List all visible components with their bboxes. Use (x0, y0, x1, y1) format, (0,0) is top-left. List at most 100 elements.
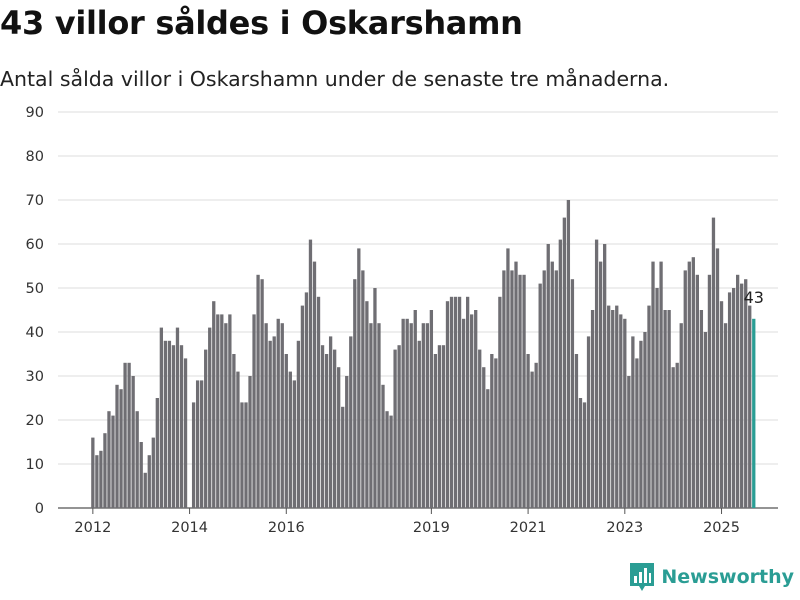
bar (405, 318, 409, 508)
bar (441, 345, 446, 508)
bar (95, 455, 99, 508)
bar (748, 305, 752, 508)
bar (159, 327, 164, 508)
bar (542, 270, 546, 508)
bar (191, 402, 196, 508)
bar (119, 389, 123, 508)
bar (183, 358, 188, 508)
bar (675, 362, 679, 508)
bar (554, 270, 558, 508)
bar (361, 270, 365, 508)
y-tick-label: 30 (26, 369, 44, 385)
bar (256, 274, 260, 508)
bar (578, 398, 583, 508)
bar (288, 371, 292, 508)
bar (582, 402, 587, 508)
bar (107, 411, 111, 508)
bar (550, 261, 554, 508)
bar (204, 349, 208, 508)
bar (268, 340, 272, 508)
bar (212, 301, 216, 508)
data-labels: 43 (744, 288, 764, 307)
x-tick-label: 2021 (510, 520, 547, 536)
bar (731, 288, 736, 508)
bar (482, 367, 486, 508)
bar (457, 296, 462, 508)
bar (647, 305, 651, 508)
bar (655, 288, 659, 508)
bar (546, 244, 550, 508)
bar (663, 310, 667, 508)
bar (594, 239, 599, 508)
brand-logo[interactable]: Newsworthy (629, 562, 794, 592)
bar (619, 314, 623, 508)
bar (449, 296, 454, 508)
bar (687, 261, 691, 508)
bar (236, 371, 240, 508)
bar (320, 345, 325, 508)
y-tick-label: 10 (26, 457, 44, 473)
newsworthy-logo-icon (630, 563, 655, 591)
bar (393, 349, 397, 508)
bar (474, 310, 478, 508)
bar (264, 323, 268, 508)
bar (478, 349, 482, 508)
bar (603, 244, 607, 508)
bar (228, 314, 232, 508)
bar (740, 283, 744, 508)
bar (115, 384, 119, 508)
bar (707, 274, 712, 508)
x-tick-label: 2023 (606, 520, 643, 536)
bar (345, 376, 349, 508)
bar (695, 274, 699, 508)
bar (353, 279, 357, 508)
bar (171, 345, 176, 508)
bar (300, 305, 305, 508)
bar (244, 402, 248, 508)
bar (337, 367, 341, 508)
bar (389, 415, 393, 508)
bar (135, 411, 139, 508)
chart-title: 43 villor såldes i Oskarshamn (0, 4, 523, 42)
bar (304, 292, 309, 508)
bar (220, 314, 224, 508)
bar (691, 257, 695, 508)
bar (715, 248, 720, 508)
x-axis-ticks: 2012 2014 2016 2019 2021 2023 2025 (74, 508, 740, 536)
bar (240, 402, 244, 508)
bar (530, 371, 534, 508)
bar (155, 398, 159, 508)
y-tick-label: 60 (26, 237, 44, 253)
bar (719, 301, 724, 508)
y-axis-ticks: 0 10 20 30 40 50 60 70 80 90 (26, 105, 44, 517)
bar (341, 406, 345, 508)
bar (357, 248, 361, 508)
bar (566, 200, 571, 508)
bar (139, 442, 143, 508)
bar (167, 340, 172, 508)
bar (308, 239, 313, 508)
bar (429, 310, 434, 508)
bar (659, 261, 663, 508)
bar (752, 318, 756, 508)
bar (679, 323, 683, 508)
bar (651, 261, 655, 508)
bar (425, 323, 429, 508)
y-tick-label: 50 (26, 281, 44, 297)
bar (224, 323, 228, 508)
bar (123, 362, 127, 508)
bar (163, 340, 168, 508)
chart-subtitle: Antal sålda villor i Oskarshamn under de… (0, 67, 670, 91)
bar (417, 340, 421, 508)
bar (461, 318, 466, 508)
bar (574, 354, 579, 508)
bar (312, 261, 317, 508)
bar (445, 301, 450, 508)
bar (699, 310, 704, 508)
bar (296, 340, 301, 508)
bar (590, 310, 595, 508)
y-tick-label: 40 (26, 325, 44, 341)
bar (216, 314, 220, 508)
bar (349, 336, 353, 508)
bar (510, 270, 514, 508)
